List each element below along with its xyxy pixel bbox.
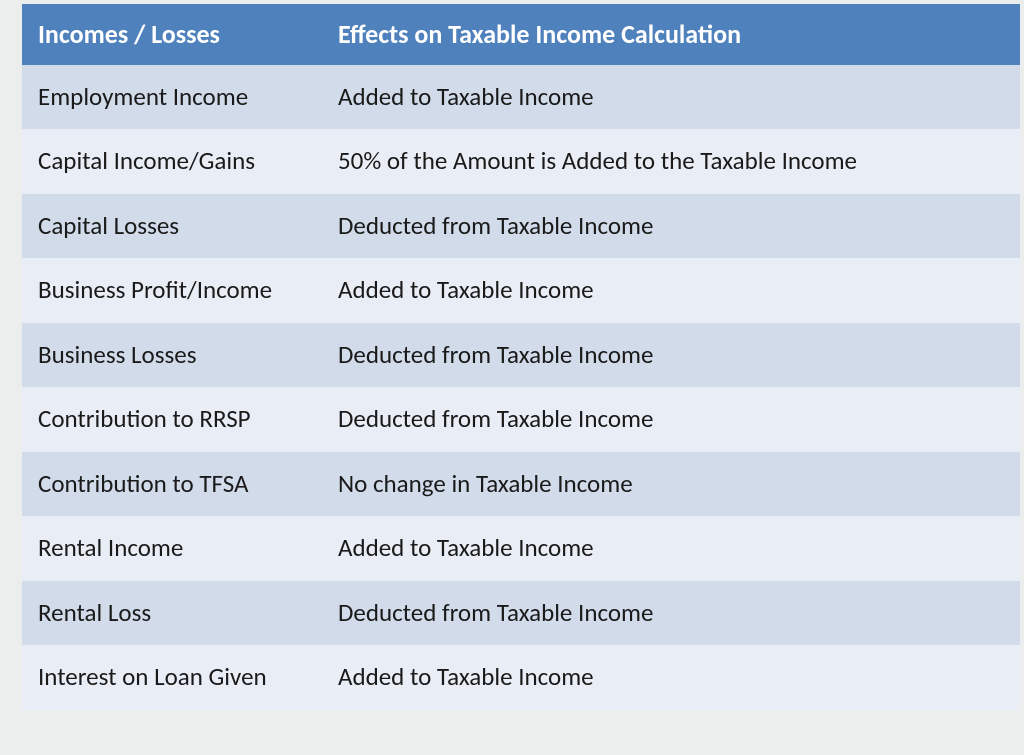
- cell-income-loss: Business Losses: [22, 323, 322, 388]
- cell-income-loss: Interest on Loan Given: [22, 645, 322, 710]
- cell-income-loss: Rental Income: [22, 516, 322, 581]
- cell-income-loss: Rental Loss: [22, 581, 322, 646]
- column-header-incomes-losses: Incomes / Losses: [22, 4, 322, 65]
- cell-effect: Added to Taxable Income: [322, 645, 1020, 710]
- cell-income-loss: Business Profit/Income: [22, 258, 322, 323]
- table-body: Employment IncomeAdded to Taxable Income…: [22, 65, 1020, 710]
- cell-effect: Deducted from Taxable Income: [322, 323, 1020, 388]
- cell-income-loss: Contribution to TFSA: [22, 452, 322, 517]
- table-row: Business LossesDeducted from Taxable Inc…: [22, 323, 1020, 388]
- table-row: Capital LossesDeducted from Taxable Inco…: [22, 194, 1020, 259]
- table-row: Capital Income/Gains50% of the Amount is…: [22, 129, 1020, 194]
- cell-income-loss: Capital Losses: [22, 194, 322, 259]
- cell-effect: Deducted from Taxable Income: [322, 581, 1020, 646]
- table-row: Interest on Loan GivenAdded to Taxable I…: [22, 645, 1020, 710]
- cell-effect: Added to Taxable Income: [322, 258, 1020, 323]
- table-row: Employment IncomeAdded to Taxable Income: [22, 65, 1020, 130]
- cell-income-loss: Employment Income: [22, 65, 322, 130]
- table-header-row: Incomes / Losses Effects on Taxable Inco…: [22, 4, 1020, 65]
- cell-income-loss: Capital Income/Gains: [22, 129, 322, 194]
- cell-effect: Added to Taxable Income: [322, 65, 1020, 130]
- cell-effect: 50% of the Amount is Added to the Taxabl…: [322, 129, 1020, 194]
- cell-effect: No change in Taxable Income: [322, 452, 1020, 517]
- table-row: Contribution to RRSPDeducted from Taxabl…: [22, 387, 1020, 452]
- table-row: Rental LossDeducted from Taxable Income: [22, 581, 1020, 646]
- table-row: Business Profit/IncomeAdded to Taxable I…: [22, 258, 1020, 323]
- cell-effect: Added to Taxable Income: [322, 516, 1020, 581]
- cell-effect: Deducted from Taxable Income: [322, 387, 1020, 452]
- tax-income-table: Incomes / Losses Effects on Taxable Inco…: [22, 4, 1020, 710]
- column-header-effects: Effects on Taxable Income Calculation: [322, 4, 1020, 65]
- cell-income-loss: Contribution to RRSP: [22, 387, 322, 452]
- cell-effect: Deducted from Taxable Income: [322, 194, 1020, 259]
- table-row: Contribution to TFSANo change in Taxable…: [22, 452, 1020, 517]
- table-row: Rental IncomeAdded to Taxable Income: [22, 516, 1020, 581]
